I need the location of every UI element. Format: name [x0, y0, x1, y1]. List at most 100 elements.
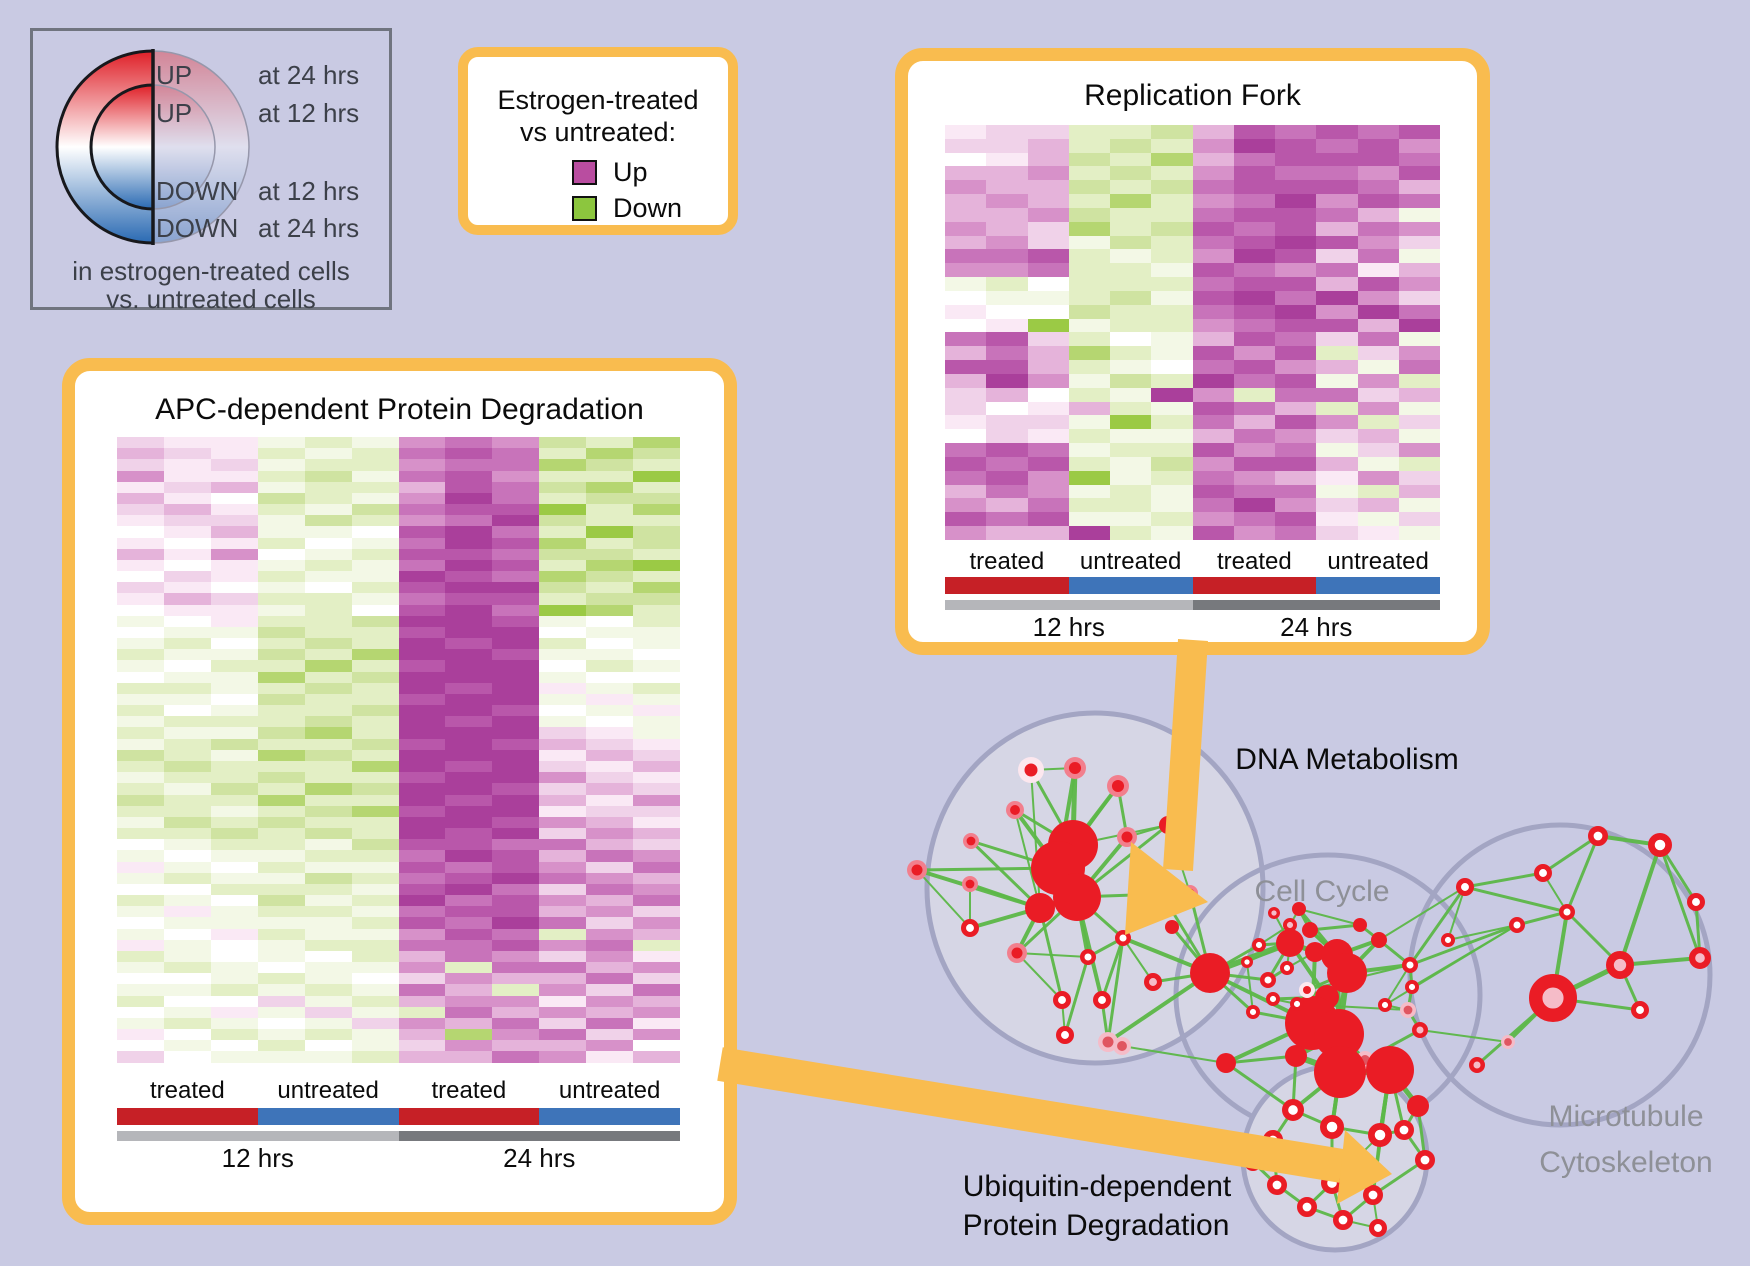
- heatmap-cell: [633, 1006, 681, 1018]
- heatmap-cell: [398, 995, 446, 1007]
- heatmap-cell: [304, 548, 352, 560]
- replication-fork-group-labels: treated untreated treated untreated: [945, 548, 1440, 576]
- heatmap-cell: [445, 660, 493, 672]
- heatmap-cell: [1151, 360, 1193, 374]
- network-node-ring-white: [1377, 998, 1392, 1013]
- heatmap-cell: [539, 917, 587, 929]
- ring-time-up-inner: at 12 hrs: [258, 98, 360, 128]
- heatmap-cell: [117, 805, 164, 817]
- heatmap-cell: [1357, 290, 1399, 305]
- heatmap-cell: [945, 346, 987, 361]
- heatmap-cell: [210, 872, 258, 884]
- heatmap-cell: [986, 387, 1028, 402]
- heatmap-cell: [1316, 221, 1358, 236]
- heatmap-cell: [539, 1029, 587, 1041]
- heatmap-cell: [210, 437, 258, 449]
- replication-fork-heatmap: [945, 125, 1440, 540]
- legend-title-line2: vs untreated:: [519, 117, 677, 147]
- heatmap-cell: [1192, 360, 1234, 374]
- heatmap-row: [117, 794, 681, 806]
- heatmap-cell: [304, 962, 352, 974]
- heatmap-cell: [945, 235, 987, 250]
- heatmap-cell: [1357, 332, 1399, 347]
- heatmap-cell: [945, 332, 987, 347]
- heatmap-cell: [398, 1029, 446, 1041]
- heatmap-cell: [1192, 138, 1234, 153]
- heatmap-cell: [163, 760, 211, 773]
- heatmap-cell: [1233, 304, 1275, 319]
- heatmap-cell: [398, 895, 446, 907]
- heatmap-cell: [492, 615, 540, 627]
- heatmap-cell: [945, 470, 987, 485]
- heatmap-row: [945, 526, 1440, 540]
- network-edge: [1419, 1029, 1509, 1043]
- heatmap-cell: [539, 571, 587, 583]
- heatmap-cell: [257, 760, 305, 773]
- heatmap-cell: [163, 626, 211, 639]
- heatmap-cell: [210, 693, 258, 706]
- heatmap-cell: [304, 928, 352, 940]
- heatmap-cell: [445, 448, 493, 460]
- heatmap-cell: [351, 839, 399, 851]
- condition-label: treated: [150, 1077, 225, 1104]
- heatmap-cell: [1398, 387, 1440, 402]
- heatmap-cell: [351, 883, 399, 896]
- heatmap-cell: [398, 749, 446, 761]
- heatmap-cell: [586, 492, 634, 505]
- heatmap-cell: [117, 492, 164, 505]
- heatmap-cell: [539, 861, 587, 873]
- heatmap-cell: [492, 638, 540, 650]
- heatmap-cell: [1027, 249, 1069, 264]
- heatmap-cell: [163, 437, 211, 449]
- network-node-pink-core: [1403, 1005, 1413, 1015]
- heatmap-row: [117, 437, 681, 449]
- heatmap-cell: [1027, 221, 1069, 236]
- heatmap-cell: [633, 481, 681, 493]
- heatmap-cell: [1316, 180, 1358, 195]
- heatmap-cell: [1110, 152, 1152, 167]
- heatmap-cell: [1192, 415, 1234, 430]
- heatmap-cell: [986, 180, 1028, 195]
- heatmap-row: [945, 332, 1440, 347]
- heatmap-cell: [1110, 360, 1152, 374]
- heatmap-cell: [163, 917, 211, 929]
- cluster-label-ubiquitin-line2: Protein Degradation: [962, 1209, 1230, 1242]
- heatmap-cell: [1192, 277, 1234, 291]
- heatmap-cell: [351, 1051, 399, 1063]
- heatmap-cell: [257, 1029, 305, 1041]
- heatmap-cell: [633, 615, 681, 627]
- heatmap-cell: [586, 772, 634, 784]
- heatmap-cell: [986, 152, 1028, 167]
- heatmap-cell: [1192, 332, 1234, 347]
- heatmap-cell: [304, 1051, 352, 1063]
- network-edge: [1378, 886, 1466, 941]
- heatmap-cell: [1110, 138, 1152, 153]
- heatmap-row: [117, 928, 681, 940]
- heatmap-cell: [304, 950, 352, 963]
- heatmap-cell: [304, 906, 352, 918]
- heatmap-cell: [1027, 125, 1069, 139]
- heatmap-cell: [304, 459, 352, 471]
- network-edge: [1447, 924, 1518, 941]
- heatmap-cell: [398, 571, 446, 583]
- heatmap-cell: [586, 872, 634, 884]
- heatmap-cell: [445, 828, 493, 840]
- heatmap-cell: [351, 995, 399, 1007]
- heatmap-cell: [586, 1040, 634, 1052]
- link-arrow-shaft: [717, 1047, 1345, 1183]
- heatmap-cell: [633, 1051, 681, 1063]
- heatmap-cell: [445, 682, 493, 694]
- heatmap-cell: [1110, 526, 1152, 540]
- heatmap-cell: [257, 693, 305, 706]
- heatmap-cell: [1192, 346, 1234, 361]
- heatmap-row: [117, 626, 681, 639]
- heatmap-cell: [1068, 456, 1110, 471]
- heatmap-cell: [633, 738, 681, 750]
- heatmap-cell: [117, 1029, 164, 1041]
- heatmap-cell: [304, 716, 352, 728]
- ring-label-down-outer: DOWN: [156, 213, 239, 243]
- heatmap-cell: [1398, 318, 1440, 333]
- time-label: 12 hrs: [1032, 612, 1105, 642]
- heatmap-cell: [1233, 415, 1275, 430]
